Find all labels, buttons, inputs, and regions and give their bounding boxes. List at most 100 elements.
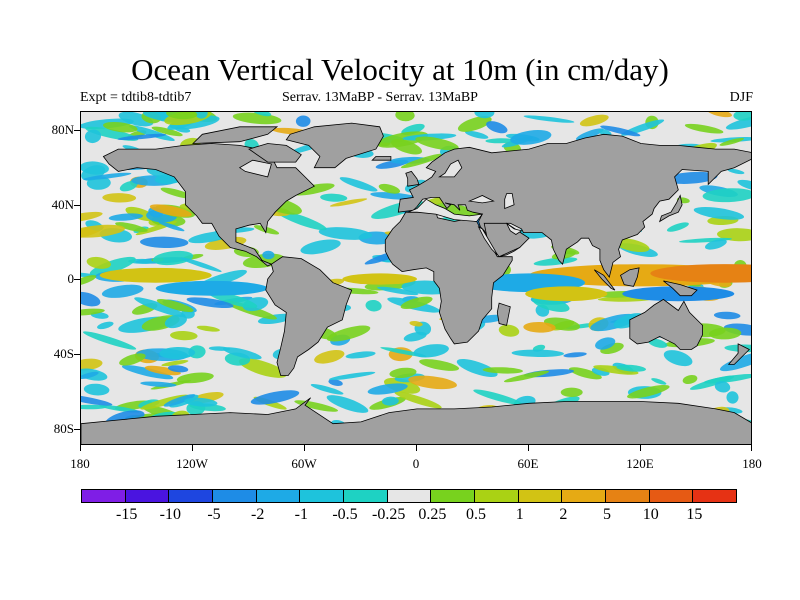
velocity-patch: [81, 308, 105, 316]
colorbar-label: -1: [294, 506, 308, 523]
velocity-patch: [300, 239, 341, 255]
colorbar-swatch: [386, 489, 432, 503]
colorbar-swatch: [648, 489, 694, 503]
velocity-patch: [115, 222, 148, 233]
velocity-patch: [413, 344, 449, 358]
velocity-patch: [510, 129, 552, 145]
velocity-patch: [208, 346, 231, 351]
velocity-band: [525, 286, 608, 302]
velocity-patch: [232, 112, 282, 125]
world-map: [81, 112, 751, 444]
velocity-patch: [170, 330, 198, 341]
velocity-band: [650, 264, 751, 283]
velocity-patch: [84, 129, 102, 144]
velocity-patch: [140, 236, 189, 249]
velocity-patch: [725, 114, 751, 130]
colorbar-label: 10: [642, 506, 659, 523]
velocity-patch: [533, 257, 578, 266]
landmass-arctic-islands: [191, 126, 279, 144]
velocity-patch: [314, 350, 345, 364]
velocity-patch: [262, 250, 275, 260]
sea-baltic: [438, 159, 463, 178]
velocity-patch: [684, 123, 724, 134]
velocity-patch: [370, 192, 417, 200]
velocity-patch: [310, 384, 344, 395]
colorbar-label: -5: [207, 506, 221, 523]
velocity-patch: [151, 126, 183, 137]
velocity-patch: [164, 314, 187, 329]
velocity-patch: [108, 213, 144, 221]
velocity-patch: [161, 360, 189, 367]
velocity-patch: [560, 387, 583, 398]
velocity-patch: [326, 325, 371, 342]
x-tick-label: 60W: [291, 456, 317, 471]
velocity-patch: [318, 227, 373, 240]
velocity-patch: [702, 188, 751, 203]
colorbar-label: 15: [686, 506, 703, 523]
landmass-south-america: [265, 256, 353, 376]
velocity-patch: [719, 351, 751, 372]
velocity-patch: [81, 275, 97, 286]
velocity-patch: [717, 228, 751, 242]
colorbar-swatch: [561, 489, 606, 503]
velocity-patch: [97, 321, 114, 330]
sea-black-sea: [467, 195, 495, 204]
velocity-patch: [81, 394, 113, 406]
x-tick: [304, 445, 305, 451]
velocity-patch: [651, 378, 667, 385]
velocity-patch: [473, 389, 522, 405]
velocity-patch: [102, 193, 137, 203]
colorbar-swatch: [299, 489, 344, 503]
colorbar-label: 0.5: [466, 506, 487, 523]
y-tick-label: 80S: [53, 421, 74, 436]
velocity-patch: [378, 183, 401, 194]
velocity-patch: [693, 207, 745, 220]
velocity-patch: [144, 365, 181, 376]
velocity-patch: [174, 126, 191, 133]
velocity-patch: [485, 138, 516, 144]
x-tick: [192, 445, 193, 451]
velocity-patch: [252, 112, 272, 117]
landmass-japan: [658, 194, 683, 223]
x-tick-label: 180: [70, 456, 90, 471]
velocity-patch: [600, 125, 641, 137]
velocity-patch: [101, 284, 144, 298]
velocity-patch: [328, 379, 343, 386]
landmass-new-guinea: [663, 280, 698, 297]
velocity-patch: [238, 358, 287, 378]
y-tick: [74, 354, 80, 355]
velocity-patch: [532, 296, 570, 312]
colorbar-label: -0.25: [372, 506, 406, 523]
velocity-patch: [140, 381, 177, 387]
landmass-australia: [629, 298, 703, 350]
y-tick: [74, 279, 80, 280]
velocity-patch: [89, 256, 136, 276]
velocity-patch: [81, 371, 99, 380]
colorbar-label: -15: [115, 506, 138, 523]
x-tick-label: 0: [412, 456, 420, 471]
velocity-patch: [320, 193, 348, 202]
landmass-new-zealand: [727, 343, 750, 365]
colorbar-label: -2: [251, 506, 265, 523]
velocity-patch: [523, 321, 556, 333]
velocity-patch: [457, 116, 492, 132]
velocity-patch: [118, 112, 154, 127]
velocity-patch: [408, 375, 457, 390]
landmass-sumatra: [593, 269, 616, 291]
velocity-patch: [180, 257, 222, 272]
velocity-patch: [664, 171, 718, 184]
velocity-patch: [196, 325, 220, 332]
velocity-patch: [195, 112, 208, 119]
landmass-antarctica: [81, 397, 751, 444]
y-tick-label: 40N: [51, 197, 74, 212]
velocity-patch: [400, 296, 433, 310]
velocity-patch: [345, 351, 376, 359]
velocity-patch: [593, 365, 639, 375]
x-tick-label: 120W: [176, 456, 208, 471]
velocity-patch: [726, 391, 739, 404]
velocity-patch: [222, 347, 262, 360]
velocity-patch: [367, 383, 408, 395]
velocity-patch: [708, 327, 742, 340]
landmass-eurasia: [397, 133, 751, 279]
velocity-patch: [382, 396, 399, 406]
